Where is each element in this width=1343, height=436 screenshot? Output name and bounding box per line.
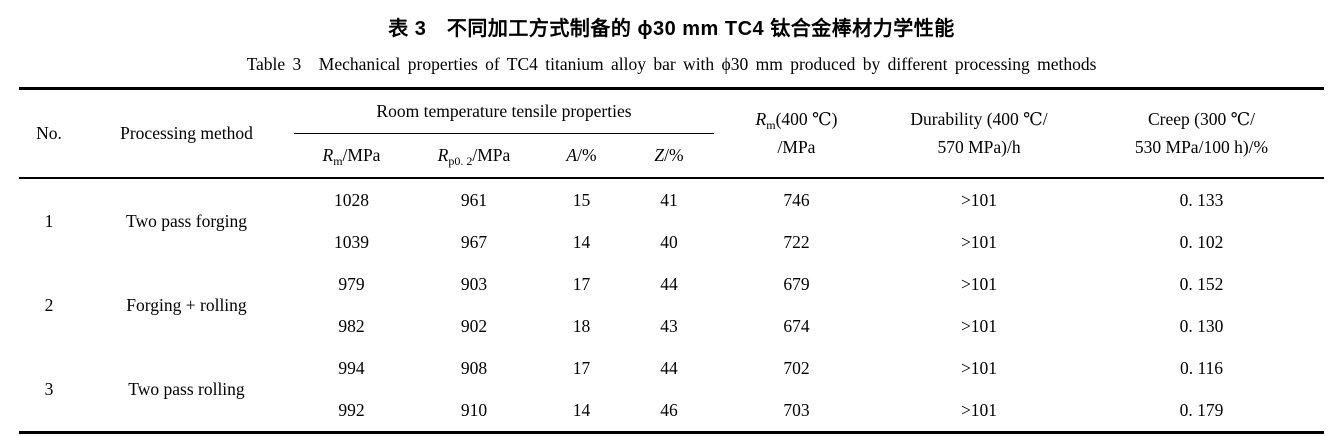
cell-reduction: 40 <box>660 231 678 252</box>
table-row: 1039 967 14 40 722 >101 0. 102 <box>19 221 1324 263</box>
cell-durability: >101 <box>960 273 998 294</box>
cell-rm-400: 674 <box>783 315 810 336</box>
cell-rm-400: 679 <box>783 273 810 294</box>
cell-rm-400: 722 <box>783 231 810 252</box>
rm-400-condition: (400 ℃) <box>775 109 838 130</box>
rm-400-subscript: m <box>766 118 776 133</box>
cell-rm: 982 <box>338 315 365 336</box>
col-header-reduction: Z/% <box>623 133 714 179</box>
col-header-creep: Creep (300 ℃/ 530 MPa/100 h)/% <box>1079 88 1324 179</box>
cell-durability: >101 <box>960 189 998 210</box>
col-group-header-tensile: Room temperature tensile properties <box>293 88 714 134</box>
cell-creep: 0. 152 <box>1179 273 1224 294</box>
cell-reduction: 46 <box>660 399 678 420</box>
cell-rm: 1039 <box>333 231 369 252</box>
cell-processing-method: Two pass forging <box>126 210 247 231</box>
col-header-elongation: A/% <box>538 133 624 179</box>
cell-creep: 0. 130 <box>1179 315 1224 336</box>
cell-rp02: 967 <box>460 231 488 252</box>
table-caption-zh: 表 3 不同加工方式制备的 ϕ30 mm TC4 钛合金棒材力学性能 <box>388 18 955 40</box>
cell-elongation: 17 <box>572 273 591 294</box>
cell-no: 1 <box>44 210 54 231</box>
cell-durability: >101 <box>960 315 998 336</box>
cell-rm-400: 703 <box>783 399 810 420</box>
cell-rm: 994 <box>338 357 365 378</box>
table-row: 2 Forging + rolling 979 903 17 44 679 >1… <box>19 263 1324 315</box>
cell-rp02: 902 <box>460 315 488 336</box>
creep-line2: 530 MPa/100 h)/% <box>1134 136 1269 157</box>
rp02-symbol: R <box>437 145 449 165</box>
cell-rm-400: 702 <box>783 357 810 378</box>
table-row: 1 Two pass forging 1028 961 15 41 746 >1… <box>19 178 1324 231</box>
cell-rm: 1028 <box>333 189 369 210</box>
table-row: 982 902 18 43 674 >101 0. 130 <box>19 305 1324 347</box>
cell-elongation: 14 <box>572 231 591 252</box>
cell-no: 3 <box>44 378 54 399</box>
mechanical-properties-table: No. Processing method Room temperature t… <box>18 87 1324 434</box>
cell-processing-method: Two pass rolling <box>128 378 245 399</box>
durability-line2: 570 MPa)/h <box>937 136 1021 157</box>
cell-reduction: 41 <box>660 189 678 210</box>
cell-rm: 979 <box>338 273 365 294</box>
col-header-rm-400: Rm(400 ℃) /MPa <box>714 88 879 179</box>
col-header-rm: Rm/MPa <box>293 133 409 179</box>
table-body: 1 Two pass forging 1028 961 15 41 746 >1… <box>19 178 1324 433</box>
cell-elongation: 18 <box>572 315 591 336</box>
cell-elongation: 15 <box>572 189 591 210</box>
elongation-unit: /% <box>577 145 597 165</box>
cell-durability: >101 <box>960 357 998 378</box>
rm-400-line1: Rm(400 ℃) <box>716 106 877 133</box>
durability-line1: Durability (400 ℃/ <box>910 109 1048 130</box>
rm-subscript: m <box>333 154 343 168</box>
cell-creep: 0. 179 <box>1179 399 1224 420</box>
table-caption-en: Table 3 Mechanical properties of TC4 tit… <box>246 54 1097 74</box>
creep-line1: Creep (300 ℃/ <box>1147 109 1256 130</box>
cell-durability: >101 <box>960 399 998 420</box>
cell-rm: 992 <box>338 399 365 420</box>
cell-creep: 0. 102 <box>1179 231 1224 252</box>
cell-elongation: 17 <box>572 357 591 378</box>
cell-reduction: 44 <box>660 273 678 294</box>
reduction-unit: /% <box>664 145 684 165</box>
reduction-symbol: Z <box>654 145 665 165</box>
cell-durability: >101 <box>960 231 998 252</box>
cell-no: 2 <box>44 294 54 315</box>
cell-rp02: 908 <box>460 357 488 378</box>
table-row: 992 910 14 46 703 >101 0. 179 <box>19 389 1324 433</box>
cell-rp02: 961 <box>460 189 488 210</box>
cell-rm-400: 746 <box>783 189 810 210</box>
header-row-1: No. Processing method Room temperature t… <box>18 88 1324 179</box>
cell-creep: 0. 116 <box>1179 357 1224 378</box>
rp02-unit: /MPa <box>472 145 511 165</box>
cell-reduction: 44 <box>660 357 678 378</box>
cell-reduction: 43 <box>660 315 678 336</box>
elongation-symbol: A <box>566 145 578 165</box>
rm-symbol: R <box>322 145 334 165</box>
rp02-subscript: p0. 2 <box>448 154 473 168</box>
cell-rp02: 910 <box>460 399 488 420</box>
cell-creep: 0. 133 <box>1179 189 1224 210</box>
table-header: No. Processing method Room temperature t… <box>18 88 1324 179</box>
col-header-durability: Durability (400 ℃/ 570 MPa)/h <box>879 88 1079 179</box>
cell-elongation: 14 <box>572 399 591 420</box>
cell-rp02: 903 <box>460 273 488 294</box>
col-header-processing-method: Processing method <box>78 88 294 179</box>
rm-400-line2: /MPa <box>777 136 816 157</box>
col-header-rp02: Rp0. 2/MPa <box>408 133 539 179</box>
rm-unit: /MPa <box>342 145 381 165</box>
header-row-2: Rm/MPa Rp0. 2/MPa A/% Z/% <box>19 133 1324 179</box>
cell-processing-method: Forging + rolling <box>126 294 247 315</box>
rm-400-symbol: R <box>755 109 767 130</box>
table-row: 3 Two pass rolling 994 908 17 44 702 >10… <box>19 347 1324 399</box>
col-header-no: No. <box>18 88 79 179</box>
